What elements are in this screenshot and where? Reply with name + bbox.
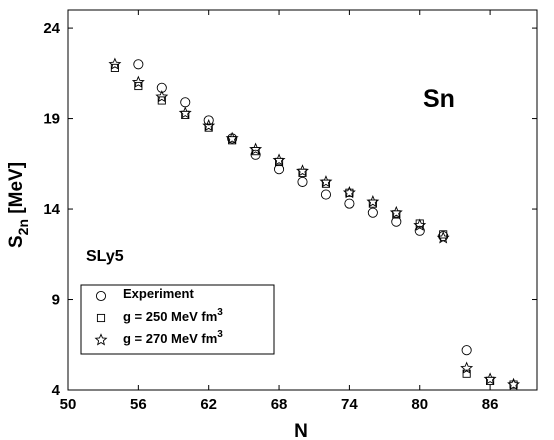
legend-entry-g250-sup: 3 — [217, 307, 223, 318]
data-point-s1-84 — [462, 369, 471, 378]
data-point-s0-72 — [320, 189, 332, 200]
tick-labels: 50 56 62 68 74 80 86 4 9 14 19 24 — [43, 20, 498, 413]
data-point-s0-68 — [273, 164, 285, 175]
data-point-s2-88 — [507, 377, 520, 391]
x-tick-label-50: 50 — [60, 396, 77, 413]
data-point-s1-54 — [110, 63, 119, 72]
data-point-s1-82 — [439, 230, 448, 239]
y-tick-label-9: 9 — [52, 292, 60, 309]
legend-marker-s0 — [95, 290, 107, 302]
legend-marker-s1 — [96, 313, 106, 323]
data-point-s0-78 — [391, 216, 402, 227]
data-point-s2-86 — [483, 372, 497, 385]
force-annotation: SLy5 — [86, 248, 124, 265]
data-point-s0-62 — [203, 115, 214, 126]
legend-entry-g270: g = 270 MeV fm3 — [123, 329, 223, 346]
data-point-s1-64 — [228, 136, 237, 145]
data-point-s0-76 — [367, 207, 378, 218]
legend-marker-s2 — [94, 333, 108, 346]
data-point-s1-72 — [321, 179, 331, 188]
data-point-s1-60 — [181, 110, 190, 120]
x-tick-label-80: 80 — [411, 396, 428, 413]
data-point-s1-76 — [368, 199, 377, 208]
data-point-s1-66 — [251, 147, 260, 156]
data-point-s2-56 — [131, 75, 145, 88]
data-point-s2-72 — [319, 175, 333, 188]
x-axis-label: N — [294, 421, 308, 440]
data-point-s2-54 — [108, 57, 122, 70]
data-point-s1-62 — [204, 123, 213, 132]
data-point-s2-74 — [342, 185, 356, 199]
data-point-s0-80 — [414, 225, 425, 236]
y-axis-label: S2n [MeV] — [6, 162, 31, 248]
legend-entry-g250-label: g = 250 MeV fm — [123, 309, 217, 324]
data-point-s0-66 — [250, 149, 261, 160]
x-tick-label-62: 62 — [200, 396, 217, 413]
data-point-s2-80 — [413, 218, 427, 231]
y-axis-label-sub: 2n — [15, 219, 31, 235]
element-annotation: Sn — [423, 85, 455, 113]
data-point-s2-82 — [436, 231, 450, 244]
x-tick-label-56: 56 — [130, 396, 147, 413]
data-point-s1-86 — [486, 376, 495, 386]
axis-ticks — [67, 10, 537, 391]
plot-frame — [67, 9, 538, 391]
x-tick-label-86: 86 — [482, 396, 499, 413]
data-point-s2-66 — [249, 142, 263, 155]
legend-entry-g250: g = 250 MeV fm3 — [123, 307, 223, 324]
legend-entry-g270-label: g = 270 MeV fm — [123, 331, 217, 346]
data-point-s1-78 — [392, 210, 401, 219]
data-point-s2-64 — [225, 131, 239, 144]
data-point-s2-78 — [389, 205, 403, 219]
y-tick-label-14: 14 — [43, 201, 60, 218]
data-point-s0-74 — [344, 198, 355, 209]
data-point-s0-70 — [297, 176, 308, 187]
legend-markers — [94, 290, 108, 346]
data-markers — [108, 57, 520, 391]
data-point-s1-70 — [298, 168, 307, 177]
data-point-s2-70 — [296, 164, 309, 177]
data-point-s0-84 — [461, 345, 472, 356]
y-axis-label-unit: [MeV] — [6, 162, 27, 219]
legend: Experiment g = 250 MeV fm3 g = 270 MeV f… — [80, 284, 275, 355]
data-point-s1-56 — [134, 81, 143, 91]
x-tick-label-68: 68 — [271, 396, 288, 413]
data-point-s2-60 — [178, 106, 192, 119]
data-point-s2-58 — [155, 90, 169, 103]
data-point-s2-84 — [460, 361, 474, 374]
y-tick-label-19: 19 — [43, 111, 60, 128]
x-tick-label-74: 74 — [341, 396, 358, 413]
y-axis-label-main: S — [6, 235, 27, 248]
legend-box — [80, 284, 275, 355]
data-point-s1-68 — [275, 157, 284, 167]
data-point-s2-76 — [366, 195, 380, 208]
data-point-s0-60 — [180, 97, 191, 108]
legend-entry-experiment: Experiment — [123, 286, 194, 301]
data-point-s1-58 — [157, 96, 166, 105]
y-tick-label-24: 24 — [43, 20, 60, 37]
data-point-s2-62 — [202, 119, 216, 132]
y-tick-label-4: 4 — [52, 382, 61, 399]
data-point-s0-56 — [133, 59, 144, 70]
legend-entry-g270-sup: 3 — [217, 329, 223, 340]
data-point-s2-68 — [272, 153, 286, 166]
